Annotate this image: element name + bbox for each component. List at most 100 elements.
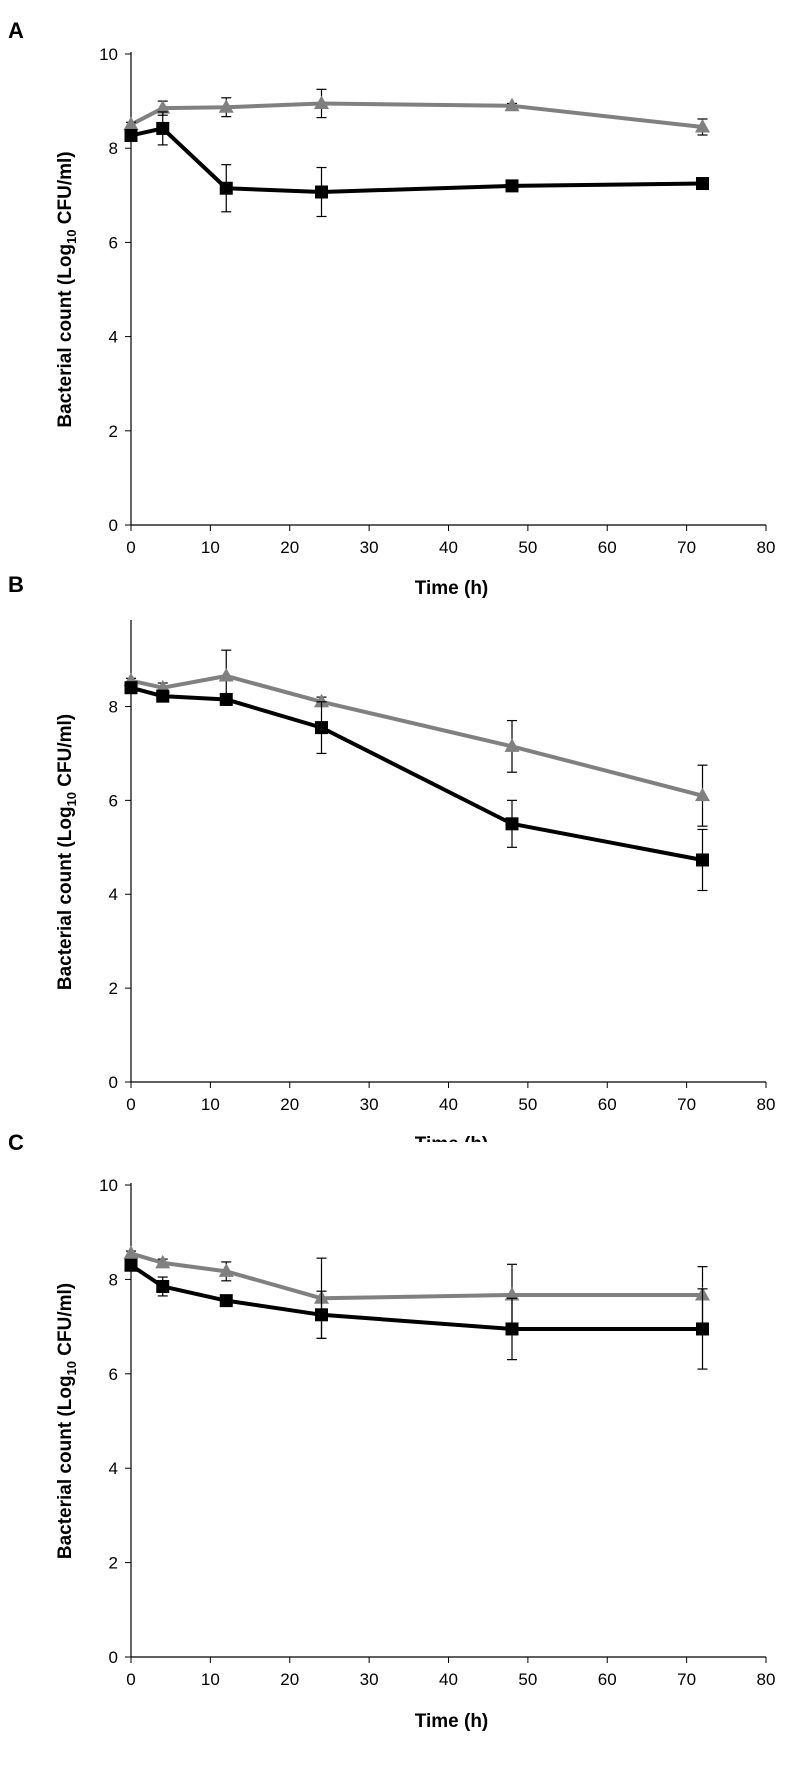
- y-axis-title-main: Bacterial count (Log: [55, 806, 76, 990]
- y-axis-title-subscript: 10: [64, 792, 79, 806]
- data-point-triangle: [123, 1245, 139, 1259]
- data-point-square: [696, 1322, 709, 1336]
- x-tick-label: 10: [201, 1670, 220, 1689]
- y-tick-label: 10: [99, 1176, 118, 1195]
- x-tick-label: 70: [677, 538, 696, 557]
- black-square-series: [124, 1258, 709, 1370]
- data-point-triangle: [218, 99, 234, 113]
- x-tick-label: 80: [757, 1095, 776, 1114]
- x-tick-label: 20: [280, 1670, 299, 1689]
- y-tick-label: 2: [109, 1554, 118, 1573]
- y-tick-label: 0: [109, 1648, 118, 1667]
- y-tick-label: 0: [109, 516, 118, 535]
- data-point-square: [156, 1279, 170, 1293]
- data-point-triangle: [314, 95, 329, 109]
- data-point-square: [124, 128, 138, 142]
- series-line: [130, 101, 703, 129]
- y-tick-label: 4: [109, 885, 118, 904]
- data-point-triangle: [218, 667, 234, 682]
- data-point-triangle: [504, 738, 520, 752]
- data-point-triangle: [695, 787, 710, 802]
- data-point-triangle: [314, 693, 329, 708]
- x-tick-label: 20: [280, 1095, 299, 1114]
- x-tick-label: 80: [757, 1670, 776, 1689]
- x-tick-label: 60: [598, 1670, 617, 1689]
- x-tick-label: 10: [201, 538, 220, 557]
- data-point-square: [315, 721, 328, 735]
- x-tick-label: 20: [280, 538, 299, 557]
- x-tick-label: 80: [757, 538, 776, 557]
- x-tick-label: 50: [518, 1670, 537, 1689]
- gray-triangle-series: [123, 88, 710, 136]
- data-point-triangle: [155, 1254, 171, 1269]
- data-point-square: [696, 853, 709, 867]
- y-tick-label: 8: [109, 1270, 118, 1289]
- panel-a-plot: 0 2 4 6 8 10 0 10 20 30 40 50 60 70 80 Time (h) Bacteria…: [55, 45, 775, 599]
- y-axis-title-end: CFU/ml): [55, 714, 76, 792]
- y-tick-label: 6: [109, 1365, 118, 1384]
- data-point-square: [315, 1308, 328, 1322]
- gray-triangle-series: [123, 1245, 710, 1340]
- x-tick-label: 10: [201, 1095, 220, 1114]
- x-tick-label: 0: [126, 1095, 135, 1114]
- panel-a: A 0 2 4 6 8 10 0 10 20 30 40 50 60 70 80 Time (h) Bacter…: [8, 18, 775, 599]
- y-tick-label: 2: [109, 979, 118, 998]
- x-tick-label: 70: [677, 1095, 696, 1114]
- gray-triangle-series: [123, 649, 710, 827]
- x-tick-label: 60: [598, 1095, 617, 1114]
- x-axis-title: Time (h): [415, 578, 489, 599]
- y-axis-title: Bacterial count (Log10 CFU/ml): [55, 714, 79, 990]
- data-point-square: [124, 681, 138, 695]
- panel-label: A: [8, 18, 24, 43]
- data-point-square: [219, 692, 233, 706]
- y-tick-label: 10: [99, 45, 118, 64]
- y-axis-title-end: CFU/ml): [55, 151, 76, 229]
- x-tick-label: 40: [439, 538, 458, 557]
- x-axis-title: Time (h): [415, 1134, 489, 1155]
- series-line: [130, 1251, 703, 1301]
- x-tick-label: 0: [126, 538, 135, 557]
- y-tick-label: 0: [109, 1073, 118, 1092]
- data-point-square: [124, 1258, 138, 1272]
- y-axis-title-subscript: 10: [64, 229, 79, 243]
- x-tick-label: 30: [360, 1095, 379, 1114]
- data-point-square: [156, 689, 170, 703]
- data-point-square: [315, 185, 328, 199]
- y-tick-label: 6: [109, 233, 118, 252]
- data-point-square: [505, 817, 519, 831]
- x-tick-label: 50: [518, 1095, 537, 1114]
- panel-label: B: [8, 572, 24, 597]
- x-tick-label: 50: [518, 538, 537, 557]
- series-line: [130, 126, 703, 195]
- y-tick-label: 2: [109, 422, 118, 441]
- data-point-triangle: [504, 1286, 520, 1301]
- data-point-triangle: [218, 1263, 234, 1277]
- y-tick-label: 6: [109, 791, 118, 810]
- y-axis-title: Bacterial count (Log10 CFU/ml): [55, 151, 79, 427]
- x-axis-title: Time (h): [415, 1711, 489, 1732]
- black-square-series: [124, 681, 709, 892]
- x-tick-label: 70: [677, 1670, 696, 1689]
- y-tick-label: 4: [109, 1459, 118, 1478]
- data-point-triangle: [695, 119, 710, 133]
- data-point-square: [156, 121, 170, 135]
- x-tick-label: 30: [360, 538, 379, 557]
- data-point-triangle: [123, 116, 139, 131]
- x-tick-label: 60: [598, 538, 617, 557]
- y-axis-title-main: Bacterial count (Log: [55, 244, 76, 428]
- y-axis-title-subscript: 10: [64, 1361, 79, 1375]
- series-line: [130, 673, 704, 798]
- panel-c-plot: 0 2 4 6 8 10 0 10 20 30 40 50 60 70 80 Time (h) Bacteria…: [55, 1176, 775, 1732]
- y-axis-title-main: Bacterial count (Log: [55, 1375, 76, 1559]
- data-point-triangle: [504, 97, 520, 112]
- x-tick-label: 40: [439, 1670, 458, 1689]
- panel-label: C: [8, 1130, 24, 1155]
- data-point-triangle: [155, 100, 171, 114]
- y-tick-label: 4: [109, 328, 118, 347]
- y-tick-label: 8: [109, 697, 118, 716]
- y-axis-title: Bacterial count (Log10 CFU/ml): [55, 1283, 79, 1559]
- black-square-series: [124, 111, 709, 218]
